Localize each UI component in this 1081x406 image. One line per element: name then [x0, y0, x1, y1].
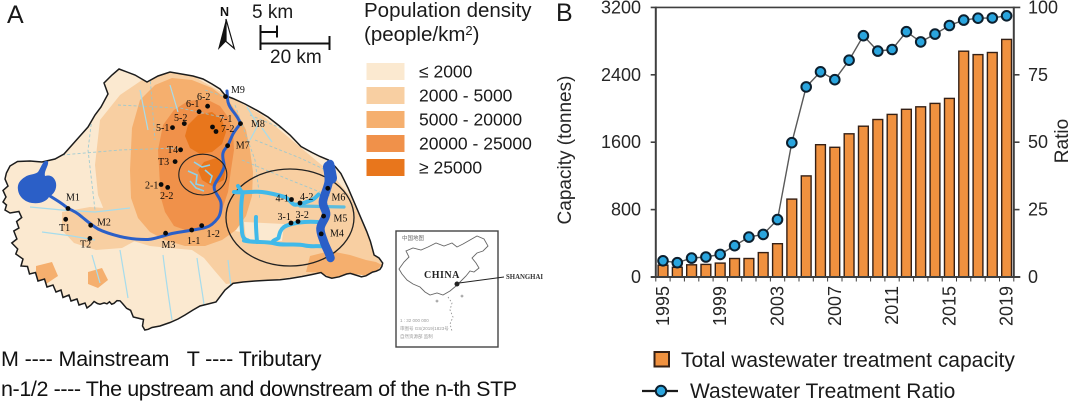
svg-text:3-2: 3-2	[296, 210, 309, 221]
svg-text:M ---- Mainstream T ---- Tri: M ---- Mainstream T ---- Tributary	[1, 347, 322, 371]
svg-text:50: 50	[1028, 132, 1048, 152]
svg-text:Wastewater Treatment Ratio: Wastewater Treatment Ratio	[690, 380, 955, 403]
svg-text:1995: 1995	[653, 286, 673, 326]
svg-text:1 : 32 000 000: 1 : 32 000 000	[400, 318, 429, 323]
svg-text:Capacity (tonnes): Capacity (tonnes)	[555, 76, 576, 225]
svg-text:20 km: 20 km	[270, 47, 322, 68]
svg-text:2003: 2003	[768, 286, 788, 326]
svg-text:1-2: 1-2	[207, 229, 220, 240]
svg-text:M7: M7	[236, 141, 250, 152]
svg-text:T3: T3	[158, 157, 169, 168]
svg-text:0: 0	[1028, 267, 1038, 287]
svg-text:2-1: 2-1	[145, 181, 158, 192]
svg-text:T4: T4	[167, 145, 178, 156]
svg-text:2400: 2400	[601, 65, 641, 85]
svg-text:T2: T2	[80, 240, 91, 251]
svg-text:3200: 3200	[601, 0, 641, 17]
svg-text:M4: M4	[330, 229, 344, 240]
svg-text:7-2: 7-2	[221, 124, 234, 135]
svg-text:5-1: 5-1	[156, 123, 169, 134]
svg-text:800: 800	[611, 200, 641, 220]
svg-text:SHANGHAI: SHANGHAI	[506, 274, 543, 281]
svg-text:2000 - 5000: 2000 - 5000	[419, 86, 513, 106]
svg-text:4-1: 4-1	[276, 194, 289, 205]
svg-text:2-2: 2-2	[160, 191, 173, 202]
svg-text:自然资源部 监制: 自然资源部 监制	[400, 333, 433, 340]
svg-text:≤ 2000: ≤ 2000	[419, 62, 473, 82]
svg-text:25: 25	[1028, 200, 1048, 220]
svg-text:M6: M6	[332, 193, 346, 204]
svg-text:2015: 2015	[939, 286, 959, 326]
svg-text:N: N	[220, 5, 229, 19]
svg-text:(people/km2): (people/km2)	[364, 23, 479, 46]
svg-text:7-1: 7-1	[219, 114, 232, 125]
svg-text:20000 - 25000: 20000 - 25000	[419, 134, 532, 154]
svg-text:2007: 2007	[825, 286, 845, 326]
svg-text:6-2: 6-2	[197, 92, 210, 103]
svg-text:6-1: 6-1	[186, 99, 199, 110]
svg-text:M2: M2	[97, 218, 111, 229]
svg-text:M9: M9	[231, 85, 245, 96]
svg-text:M8: M8	[251, 119, 265, 130]
svg-text:4-2: 4-2	[300, 192, 313, 203]
svg-text:2019: 2019	[997, 286, 1017, 326]
svg-text:75: 75	[1028, 65, 1048, 85]
svg-text:中国地图: 中国地图	[402, 234, 425, 242]
svg-text:M3: M3	[162, 240, 176, 251]
svg-text:T1: T1	[59, 223, 70, 234]
svg-text:3-1: 3-1	[278, 212, 291, 223]
svg-text:1999: 1999	[710, 286, 730, 326]
svg-text:Population density: Population density	[364, 0, 532, 22]
svg-text:2011: 2011	[882, 286, 902, 325]
svg-text:5 km: 5 km	[252, 2, 293, 23]
svg-text:CHINA: CHINA	[424, 270, 460, 281]
svg-text:Ratio: Ratio	[1052, 119, 1073, 163]
svg-text:A: A	[7, 1, 24, 29]
svg-text:M1: M1	[66, 193, 80, 204]
svg-text:100: 100	[1028, 0, 1058, 17]
svg-text:M5: M5	[334, 214, 348, 225]
svg-text:5000 - 20000: 5000 - 20000	[419, 110, 522, 130]
svg-text:n-1/2 ---- The upstream and do: n-1/2 ---- The upstream and downstream o…	[1, 377, 517, 401]
svg-text:审图号 GS(2019)1823号: 审图号 GS(2019)1823号	[400, 325, 449, 332]
svg-text:1600: 1600	[601, 132, 641, 152]
svg-text:Total wastewater treatment cap: Total wastewater treatment capacity	[681, 349, 1015, 372]
svg-text:B: B	[556, 0, 573, 27]
svg-text:≥ 25000: ≥ 25000	[419, 158, 482, 178]
svg-text:0: 0	[631, 267, 641, 287]
svg-text:5-2: 5-2	[174, 113, 187, 124]
svg-text:1-1: 1-1	[187, 236, 200, 247]
